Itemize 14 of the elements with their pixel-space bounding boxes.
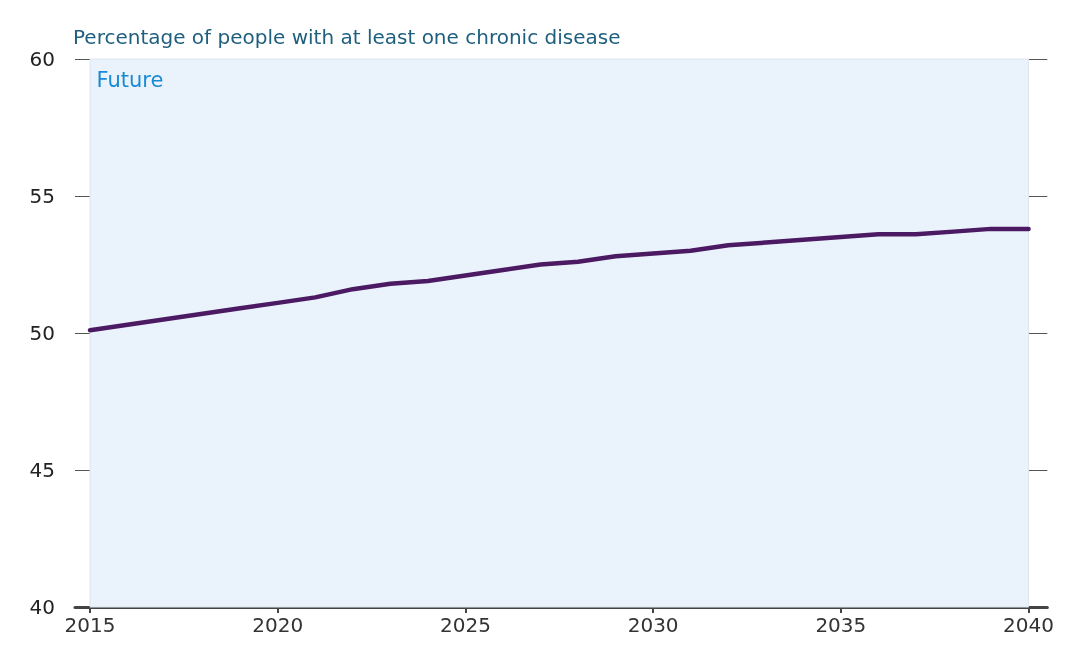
y-tick-label: 40: [29, 595, 55, 619]
y-tick-label: 45: [29, 458, 55, 482]
chart-title: Percentage of people with at least one chronic disease: [73, 25, 621, 49]
x-tick-label: 2025: [439, 613, 491, 637]
y-tick-label: 60: [29, 47, 55, 71]
x-tick-label: 2020: [252, 613, 304, 637]
x-tick-label: 2015: [64, 613, 116, 637]
y-tick-label: 55: [29, 184, 55, 208]
band-label: Future: [96, 68, 164, 92]
x-tick-label: 2040: [1003, 613, 1054, 637]
line-series: [87, 226, 1031, 333]
x-tick-label: 2030: [627, 613, 679, 637]
y-tick-label: 50: [29, 321, 55, 345]
x-tick-label: 2035: [815, 613, 867, 637]
